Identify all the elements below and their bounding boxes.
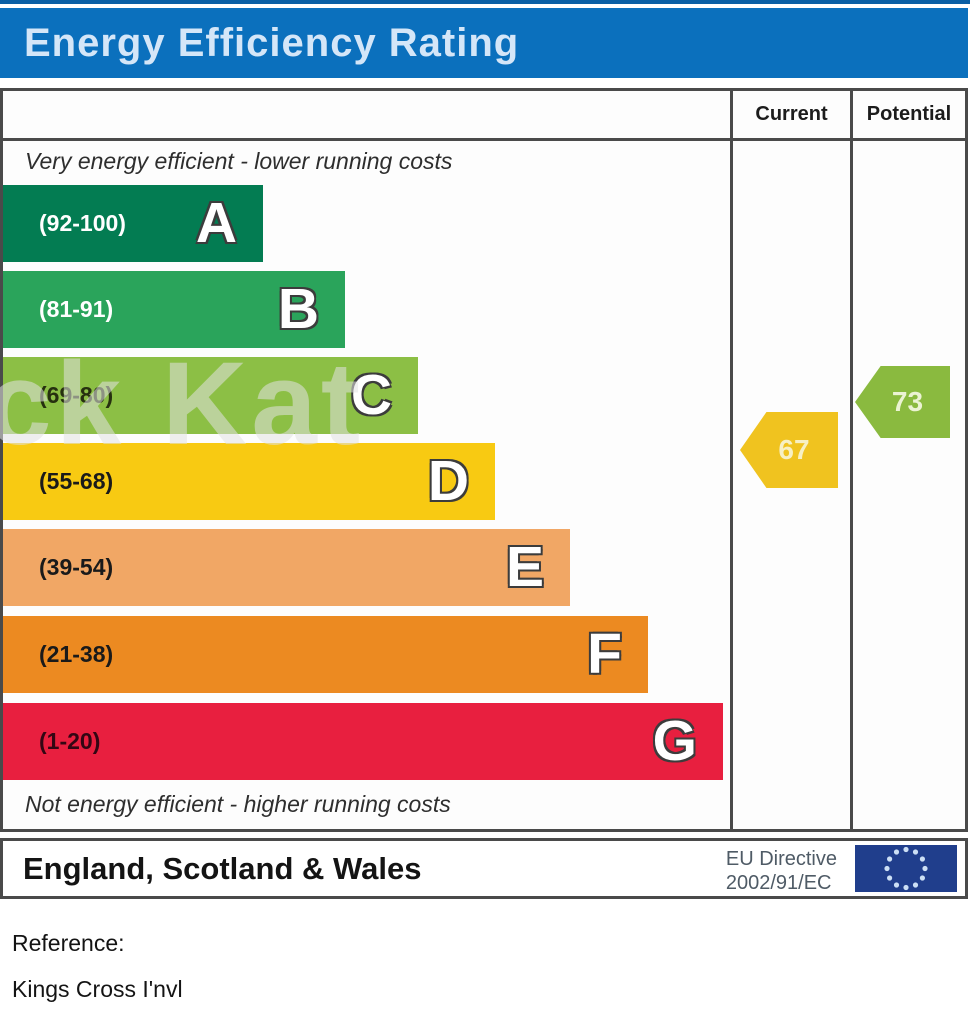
band-a-range: (92-100) [39, 210, 126, 236]
band-c-letter: C [350, 363, 392, 427]
band-f-range: (21-38) [39, 641, 114, 667]
potential-column-header: Potential [866, 103, 952, 125]
band-e-letter: E [505, 535, 544, 599]
band-f: (21-38) F [3, 616, 648, 693]
current-column-header: Current [755, 103, 828, 125]
band-e: (39-54) E [3, 529, 570, 606]
band-g-range: (1-20) [39, 728, 101, 754]
eu-directive-line2: 2002/91/EC [725, 872, 832, 894]
top-caption: Very energy efficient - lower running co… [25, 148, 453, 174]
eu-directive-label: EU Directive 2002/91/EC [726, 847, 837, 895]
eu-flag-icon [855, 845, 957, 892]
band-a: (92-100) A [3, 185, 263, 262]
band-d-letter: D [427, 449, 469, 513]
band-g-letter: G [652, 709, 697, 773]
band-b-range: (81-91) [39, 296, 114, 322]
band-b: (81-91) B [3, 271, 345, 348]
bottom-caption: Not energy efficient - higher running co… [25, 791, 451, 817]
page-title: Energy Efficiency Rating [24, 20, 520, 65]
top-border-line [0, 0, 970, 4]
current-value: 67 [778, 434, 810, 465]
band-g: (1-20) G [3, 703, 723, 780]
band-b-letter: B [277, 277, 319, 341]
region-label: England, Scotland & Wales [23, 850, 422, 886]
reference-value: Kings Cross I'nvl [12, 976, 183, 1002]
band-e-range: (39-54) [39, 554, 114, 580]
title-bar: Energy Efficiency Rating [0, 8, 968, 78]
column-divider-current [730, 91, 733, 829]
band-d-range: (55-68) [39, 468, 114, 494]
footer-bar: England, Scotland & Wales EU Directive 2… [0, 838, 968, 899]
band-c-range: (69-80) [39, 382, 114, 408]
potential-value: 73 [891, 386, 924, 417]
band-a-letter: A [195, 191, 237, 255]
band-c: (69-80) C [3, 357, 418, 434]
reference-label: Reference: [12, 930, 125, 956]
header-bottom-border [3, 138, 965, 141]
eu-directive-line1: EU Directive [725, 848, 837, 870]
band-f-letter: F [587, 622, 622, 686]
band-d: (55-68) D [3, 443, 495, 520]
column-divider-potential [850, 91, 853, 829]
